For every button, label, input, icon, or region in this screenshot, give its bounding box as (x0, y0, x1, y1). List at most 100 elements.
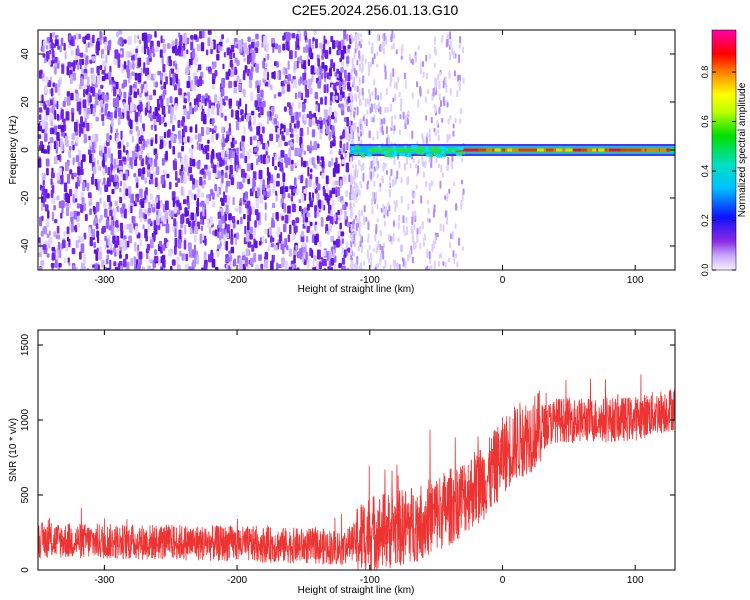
noise-cell (216, 108, 220, 116)
noise-cell (261, 41, 264, 48)
noise-cell (58, 249, 62, 259)
transition-cell (400, 47, 403, 55)
transition-cell (412, 157, 415, 163)
transition-cell (367, 237, 370, 243)
noise-cell (286, 245, 289, 251)
noise-cell (117, 142, 122, 149)
noise-cell (122, 156, 127, 162)
transition-cell (365, 118, 368, 127)
noise-cell (343, 204, 347, 211)
noise-cell (134, 112, 139, 122)
noise-cell (147, 222, 151, 231)
noise-cell (265, 62, 268, 68)
noise-cell (174, 103, 178, 111)
noise-cell (253, 253, 257, 263)
noise-cell (279, 186, 284, 195)
transition-cell (461, 193, 464, 202)
noise-cell (236, 232, 239, 240)
transition-cell (426, 132, 429, 138)
noise-cell (184, 207, 188, 217)
noise-cell (90, 86, 93, 94)
carrier-peak (507, 148, 513, 152)
colorbar-tick-label: 0.4 (700, 165, 710, 178)
transition-cell (416, 228, 419, 235)
noise-cell (99, 186, 102, 195)
noise-cell (327, 215, 330, 221)
noise-cell (134, 242, 137, 252)
noise-cell (330, 59, 334, 69)
noise-cell (329, 149, 333, 155)
noise-cell (53, 205, 56, 211)
noise-cell (324, 68, 327, 79)
transition-cell (437, 73, 440, 80)
transition-cell (384, 65, 387, 73)
noise-cell (77, 180, 81, 187)
transition-cell (376, 34, 379, 41)
noise-cell (166, 97, 169, 107)
transition-cell (394, 259, 397, 268)
colorbar-tick-label: 0.2 (700, 214, 710, 227)
transition-cell (364, 58, 367, 64)
noise-cell (152, 199, 155, 208)
noise-cell (243, 57, 246, 62)
noise-cell (99, 197, 102, 204)
noise-cell (170, 210, 174, 218)
transition-cell (401, 244, 404, 252)
noise-cell (72, 65, 76, 72)
transition-cell (370, 171, 373, 180)
noise-cell (160, 85, 164, 90)
noise-cell (277, 138, 282, 147)
transition-cell (354, 262, 357, 269)
noise-cell (219, 235, 222, 241)
noise-cell (81, 197, 85, 206)
noise-cell (96, 49, 99, 56)
transition-cell (430, 163, 433, 168)
noise-cell (307, 203, 310, 211)
noise-cell (245, 232, 250, 242)
noise-cell (242, 70, 246, 81)
noise-cell (312, 37, 315, 42)
noise-cell (252, 50, 256, 59)
transition-cell (360, 245, 363, 254)
transition-cell (405, 216, 408, 224)
transition-cell (392, 32, 395, 40)
noise-cell (116, 163, 119, 169)
noise-cell (172, 77, 175, 87)
noise-cell (244, 155, 248, 164)
noise-cell (249, 257, 254, 265)
noise-cell (102, 225, 106, 233)
noise-cell (216, 53, 220, 61)
noise-cell (276, 227, 281, 237)
noise-cell (316, 192, 319, 201)
transition-cell (411, 199, 414, 205)
noise-cell (303, 98, 307, 103)
noise-cell (49, 99, 53, 106)
noise-cell (107, 111, 111, 117)
transition-cell (367, 89, 370, 94)
noise-cell (149, 239, 154, 249)
noise-cell (125, 65, 130, 73)
noise-cell (245, 248, 250, 257)
noise-cell (204, 164, 208, 170)
noise-cell (233, 87, 237, 94)
noise-cell (328, 223, 332, 233)
noise-cell (238, 117, 242, 123)
noise-cell (271, 188, 276, 194)
noise-cell (185, 253, 188, 262)
noise-cell (120, 139, 125, 146)
transition-cell (438, 106, 441, 114)
noise-cell (210, 189, 214, 196)
noise-cell (282, 135, 286, 141)
noise-cell (320, 156, 325, 161)
noise-cell (324, 111, 328, 120)
noise-cell (139, 188, 143, 198)
noise-cell (125, 253, 129, 260)
noise-cell (52, 128, 55, 134)
noise-cell (241, 115, 244, 122)
noise-cell (66, 206, 69, 217)
noise-cell (129, 157, 133, 166)
noise-cell (51, 253, 55, 261)
noise-cell (223, 52, 227, 58)
noise-cell (272, 203, 276, 209)
